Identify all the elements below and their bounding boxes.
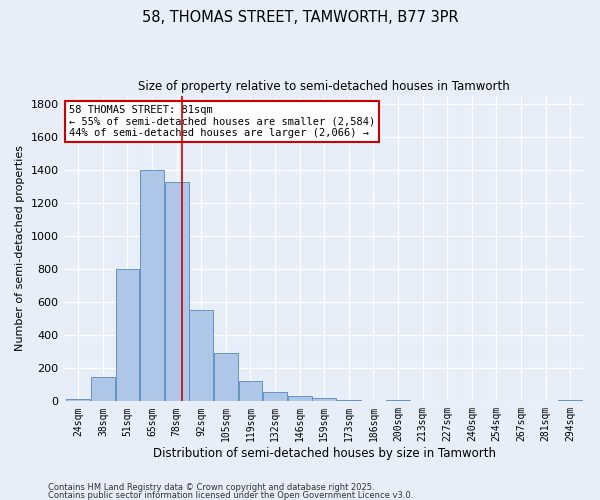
Bar: [288, 396, 311, 402]
Y-axis label: Number of semi-detached properties: Number of semi-detached properties: [15, 146, 25, 352]
Bar: [91, 376, 115, 402]
Bar: [263, 392, 287, 402]
Text: 58 THOMAS STREET: 81sqm
← 55% of semi-detached houses are smaller (2,584)
44% of: 58 THOMAS STREET: 81sqm ← 55% of semi-de…: [69, 104, 375, 138]
Bar: [67, 399, 90, 402]
Bar: [239, 380, 262, 402]
Bar: [116, 269, 139, 402]
X-axis label: Distribution of semi-detached houses by size in Tamworth: Distribution of semi-detached houses by …: [153, 447, 496, 460]
Text: Contains HM Land Registry data © Crown copyright and database right 2025.: Contains HM Land Registry data © Crown c…: [48, 484, 374, 492]
Bar: [313, 398, 336, 402]
Text: Contains public sector information licensed under the Open Government Licence v3: Contains public sector information licen…: [48, 491, 413, 500]
Bar: [165, 182, 188, 402]
Bar: [386, 400, 410, 402]
Bar: [214, 354, 238, 402]
Title: Size of property relative to semi-detached houses in Tamworth: Size of property relative to semi-detach…: [139, 80, 510, 93]
Bar: [190, 310, 213, 402]
Bar: [559, 400, 582, 402]
Bar: [140, 170, 164, 402]
Bar: [337, 400, 361, 402]
Text: 58, THOMAS STREET, TAMWORTH, B77 3PR: 58, THOMAS STREET, TAMWORTH, B77 3PR: [142, 10, 458, 25]
